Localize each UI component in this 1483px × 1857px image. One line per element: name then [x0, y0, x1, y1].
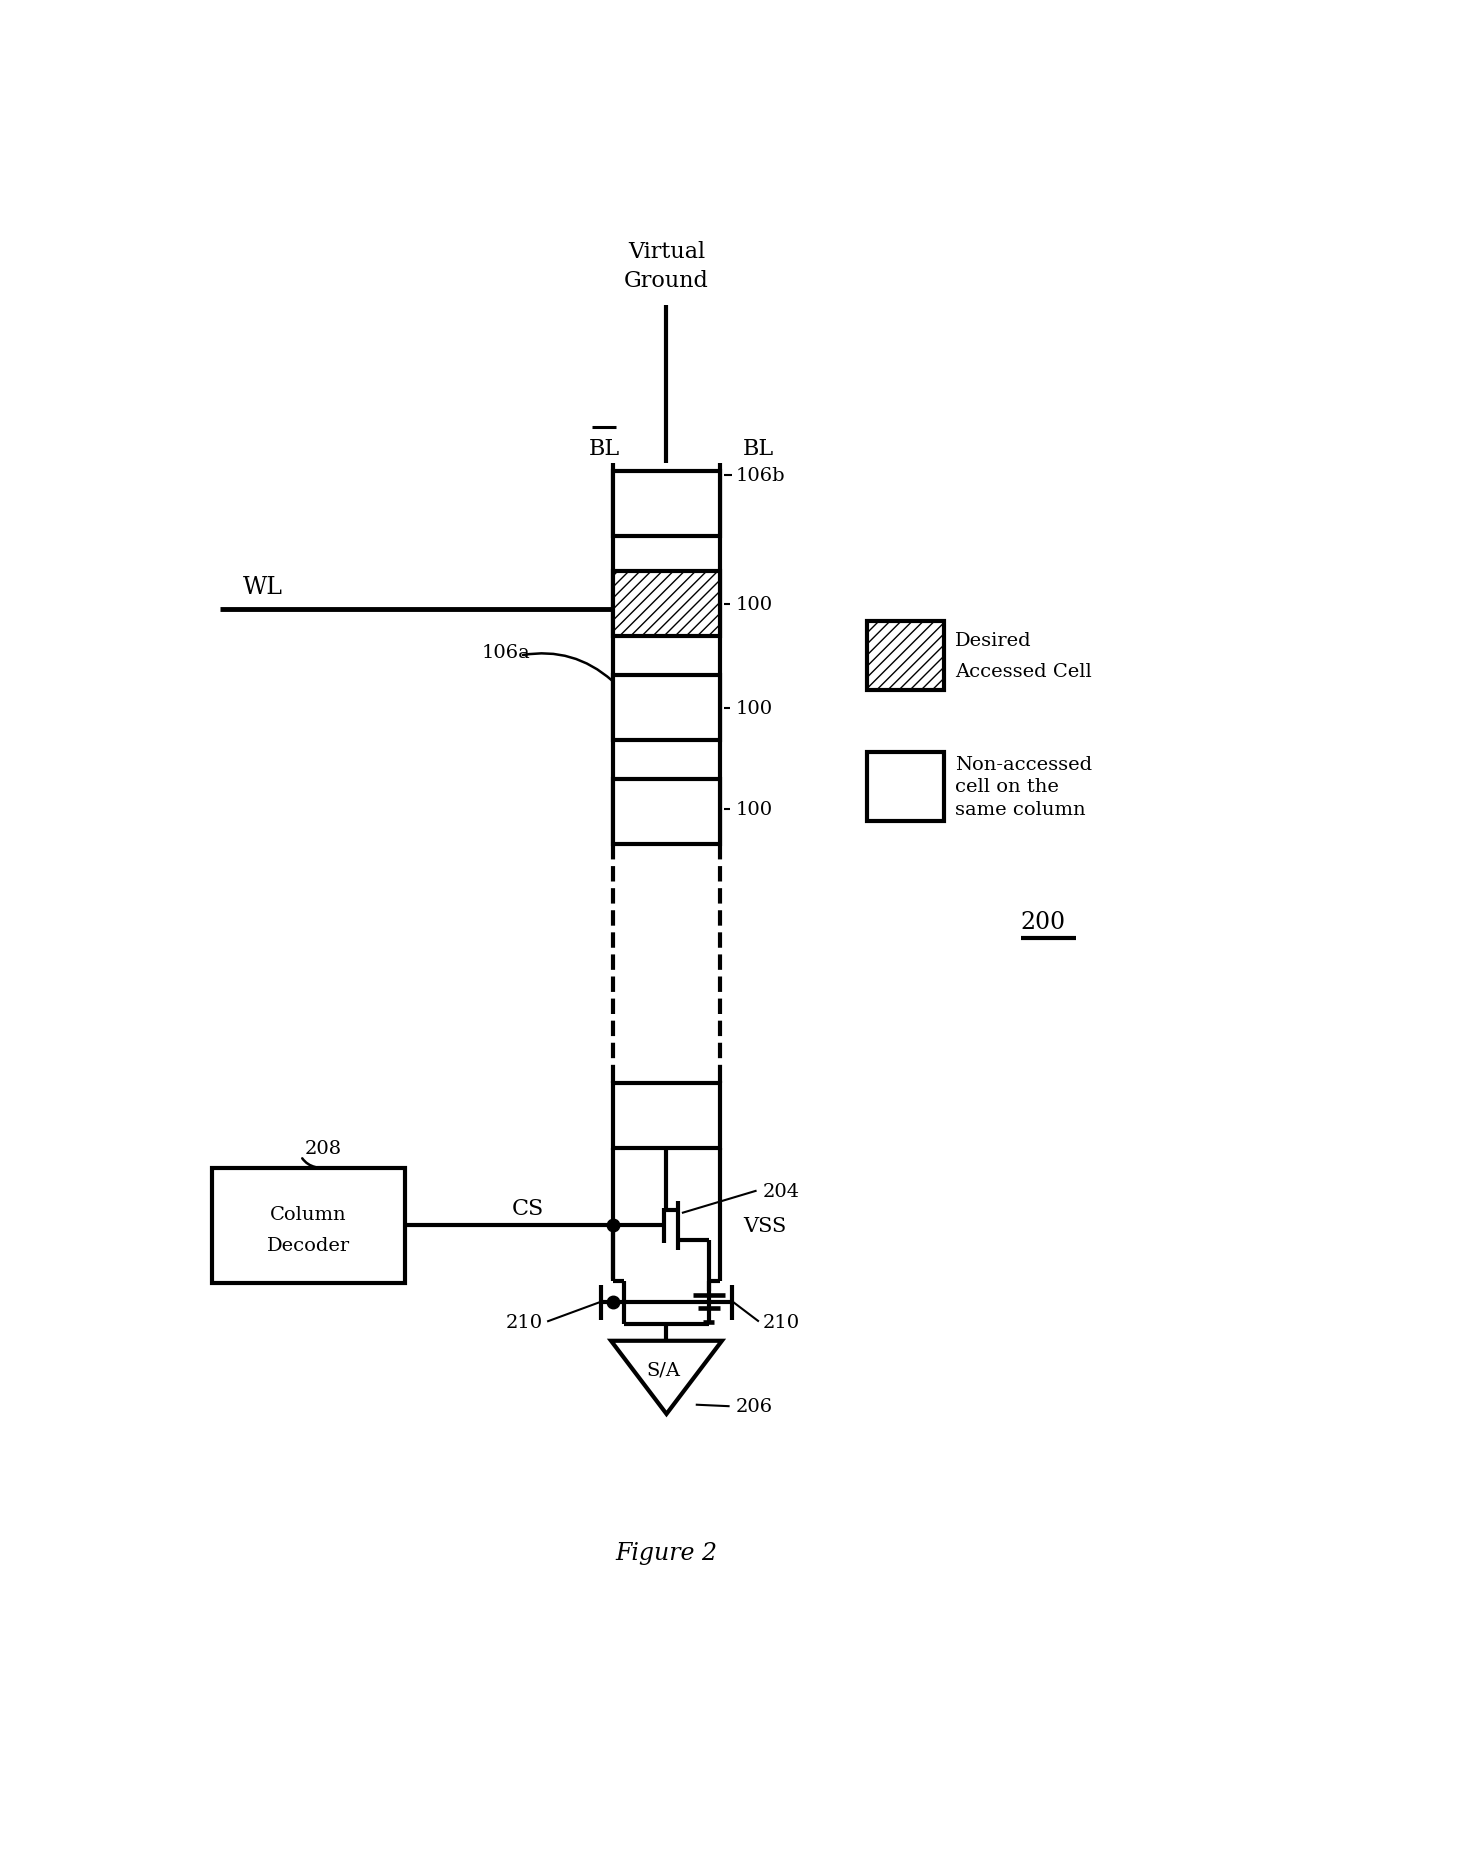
- Text: WL: WL: [243, 576, 283, 598]
- Text: 210: 210: [762, 1313, 799, 1331]
- Text: Non-accessed: Non-accessed: [955, 756, 1093, 774]
- Text: Virtual: Virtual: [627, 241, 704, 264]
- Bar: [866, 752, 943, 821]
- Text: 206: 206: [736, 1398, 773, 1415]
- Text: S/A: S/A: [647, 1361, 681, 1380]
- Text: 100: 100: [736, 700, 773, 717]
- Polygon shape: [611, 1341, 722, 1415]
- Bar: [612, 572, 721, 637]
- Text: BL: BL: [589, 438, 620, 459]
- Text: same column: same column: [955, 800, 1086, 819]
- Text: Column: Column: [270, 1205, 347, 1224]
- Text: 200: 200: [1020, 910, 1066, 932]
- Text: 100: 100: [736, 596, 773, 613]
- Text: CS: CS: [512, 1198, 544, 1218]
- Text: VSS: VSS: [743, 1216, 787, 1235]
- Text: cell on the: cell on the: [955, 778, 1059, 797]
- Bar: [866, 622, 943, 691]
- Bar: [212, 1168, 405, 1283]
- Text: 106a: 106a: [482, 643, 531, 661]
- Bar: [612, 780, 721, 845]
- Bar: [612, 676, 721, 741]
- Text: 210: 210: [506, 1313, 543, 1331]
- Text: 204: 204: [762, 1183, 799, 1200]
- Text: 208: 208: [304, 1140, 341, 1157]
- Bar: [612, 472, 721, 537]
- Text: Desired: Desired: [955, 631, 1032, 650]
- Text: 100: 100: [736, 800, 773, 819]
- Text: Ground: Ground: [624, 271, 709, 292]
- Text: Decoder: Decoder: [267, 1237, 350, 1253]
- Text: Accessed Cell: Accessed Cell: [955, 663, 1091, 680]
- Text: BL: BL: [743, 438, 774, 459]
- Text: Figure 2: Figure 2: [615, 1541, 718, 1564]
- Bar: [612, 1083, 721, 1149]
- Text: 106b: 106b: [736, 466, 786, 485]
